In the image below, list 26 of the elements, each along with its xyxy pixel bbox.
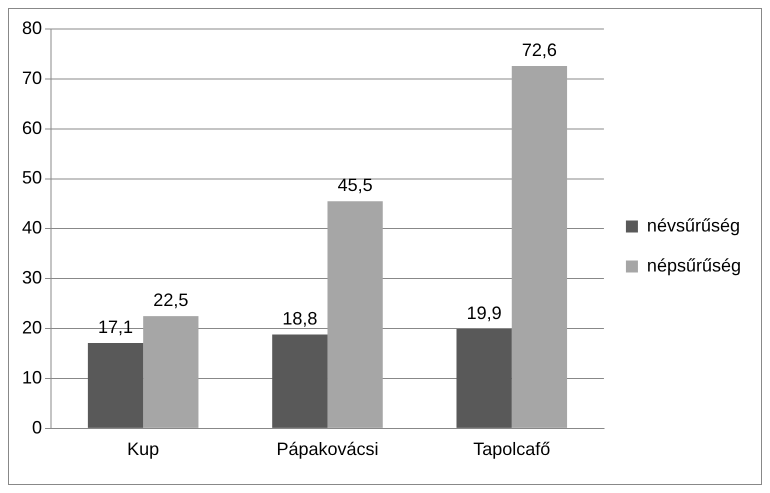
data-label: 45,5 (338, 175, 373, 196)
y-tick-label: 40 (22, 218, 42, 238)
bar (327, 201, 383, 428)
y-tick-label: 80 (22, 18, 42, 38)
bar (456, 329, 512, 428)
data-label: 22,5 (153, 290, 188, 310)
y-tick-label: 10 (22, 367, 42, 388)
bar (88, 343, 144, 428)
legend-label: népsűrűség (646, 255, 742, 276)
y-tick-label: 70 (22, 68, 42, 88)
data-label: 72,6 (522, 40, 557, 60)
y-tick-label: 30 (22, 268, 42, 288)
y-tick-label: 0 (32, 417, 42, 438)
bar (512, 66, 568, 428)
data-label: 17,1 (98, 316, 134, 337)
y-tick-label: 60 (22, 118, 42, 138)
data-label: 18,8 (282, 308, 318, 329)
x-tick-label: Tapolcafő (473, 439, 550, 460)
data-label: 19,9 (466, 303, 502, 324)
x-tick-label: Kup (127, 439, 160, 460)
y-tick-label: 50 (22, 168, 42, 188)
y-tick-label: 20 (22, 318, 42, 338)
bar (143, 316, 198, 428)
legend-label: névsűrűség (646, 215, 740, 236)
bar (272, 334, 328, 428)
x-tick-label: Pápakovácsi (276, 439, 379, 460)
